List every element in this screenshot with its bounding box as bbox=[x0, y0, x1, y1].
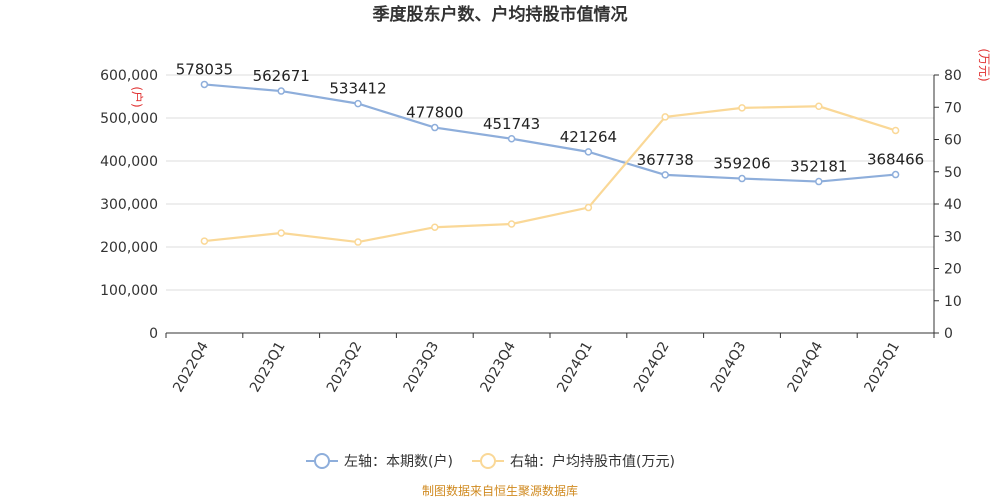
x-tick-label: 2024Q2 bbox=[631, 339, 673, 395]
data-point-right bbox=[738, 104, 746, 112]
x-tick-label: 2024Q1 bbox=[554, 339, 596, 395]
x-tick-label: 2024Q3 bbox=[708, 339, 750, 395]
right-tick-label: 20 bbox=[944, 262, 962, 278]
right-tick-label: 10 bbox=[944, 294, 962, 310]
data-point-left bbox=[431, 123, 439, 132]
data-label: 359206 bbox=[713, 155, 770, 173]
right-tick-label: 70 bbox=[944, 100, 962, 116]
data-point-right bbox=[815, 102, 823, 111]
data-point-right bbox=[200, 237, 209, 245]
data-label: 477800 bbox=[406, 104, 463, 122]
legend-item-left[interactable]: 左轴：本期数(户) bbox=[306, 453, 453, 470]
x-tick-label: 2022Q4 bbox=[170, 339, 212, 395]
data-label: 451743 bbox=[483, 115, 540, 133]
left-tick-label: 500,000 bbox=[100, 111, 158, 127]
right-tick-label: 80 bbox=[944, 68, 962, 84]
legend-label: 左轴：本期数(户) bbox=[344, 453, 453, 470]
legend-label: 右轴：户均持股市值(万元) bbox=[510, 453, 675, 470]
data-label: 368466 bbox=[867, 151, 924, 169]
left-tick-label: 0 bbox=[149, 326, 158, 342]
left-tick-label: 600,000 bbox=[100, 68, 158, 84]
series-line-left bbox=[204, 83, 896, 183]
x-tick-label: 2023Q1 bbox=[247, 339, 289, 395]
data-point-right bbox=[891, 126, 900, 135]
x-tick-label: 2023Q3 bbox=[401, 339, 443, 395]
legend-item-right[interactable]: 右轴：户均持股市值(万元) bbox=[472, 453, 675, 470]
data-point-left bbox=[354, 99, 362, 108]
data-point-right bbox=[661, 113, 669, 121]
legend[interactable]: 左轴：本期数(户) 右轴：户均持股市值(万元) bbox=[306, 453, 675, 470]
data-label: 367738 bbox=[637, 151, 694, 169]
data-point-right bbox=[584, 203, 593, 212]
data-label: 352181 bbox=[790, 158, 847, 176]
left-tick-label: 100,000 bbox=[100, 283, 158, 299]
grid-lines bbox=[166, 74, 934, 291]
left-axis-unit: (户) bbox=[130, 86, 145, 107]
data-point-left bbox=[584, 148, 593, 156]
left-tick-label: 200,000 bbox=[100, 240, 158, 256]
source-note: 制图数据来自恒生聚源数据库 bbox=[422, 483, 578, 498]
data-point-right bbox=[277, 229, 285, 237]
series-layer bbox=[200, 80, 900, 246]
data-label: 421264 bbox=[560, 128, 617, 146]
data-point-left bbox=[507, 135, 516, 143]
legend-marker bbox=[314, 453, 330, 469]
left-tick-label: 400,000 bbox=[100, 154, 158, 170]
data-point-right bbox=[431, 223, 439, 231]
right-axis-unit: (万元) bbox=[977, 48, 991, 81]
left-tick-label: 300,000 bbox=[100, 197, 158, 213]
series-line-right bbox=[204, 105, 896, 244]
data-point-left bbox=[200, 80, 209, 89]
data-point-right bbox=[354, 238, 362, 246]
data-label: 562671 bbox=[253, 67, 310, 85]
right-tick-label: 0 bbox=[944, 326, 953, 342]
data-point-left bbox=[661, 171, 669, 179]
x-tick-label: 2024Q4 bbox=[785, 339, 827, 395]
x-axis-ticks: 2022Q4 2023Q1 2023Q2 2023Q3 2023Q4 2024Q1 2024… bbox=[165, 333, 935, 395]
x-tick-label: 2023Q2 bbox=[324, 339, 366, 395]
data-point-left bbox=[277, 87, 285, 95]
legend-marker bbox=[480, 453, 496, 469]
x-tick-label: 2023Q4 bbox=[477, 339, 519, 395]
data-label: 533412 bbox=[329, 80, 386, 98]
right-axis-ticks: 0 10 20 30 40 50 60 70 80 bbox=[934, 68, 962, 342]
left-axis-ticks: 0 100,000 200,000 300,000 400,000 500,000 600,… bbox=[100, 68, 158, 342]
right-tick-label: 40 bbox=[944, 197, 962, 213]
data-point-left bbox=[738, 174, 746, 183]
data-point-left bbox=[815, 177, 823, 186]
data-label: 578035 bbox=[176, 60, 233, 78]
right-tick-label: 60 bbox=[944, 133, 962, 149]
data-labels: 578035 562671 533412 477800 451743 421264 3677… bbox=[176, 60, 924, 175]
chart-title: 季度股东户数、户均持股市值情况 bbox=[373, 4, 628, 25]
right-tick-label: 50 bbox=[944, 165, 962, 181]
x-tick-label: 2025Q1 bbox=[861, 339, 903, 395]
right-tick-label: 30 bbox=[944, 229, 962, 245]
data-point-left bbox=[891, 170, 900, 179]
data-point-right bbox=[507, 220, 516, 228]
